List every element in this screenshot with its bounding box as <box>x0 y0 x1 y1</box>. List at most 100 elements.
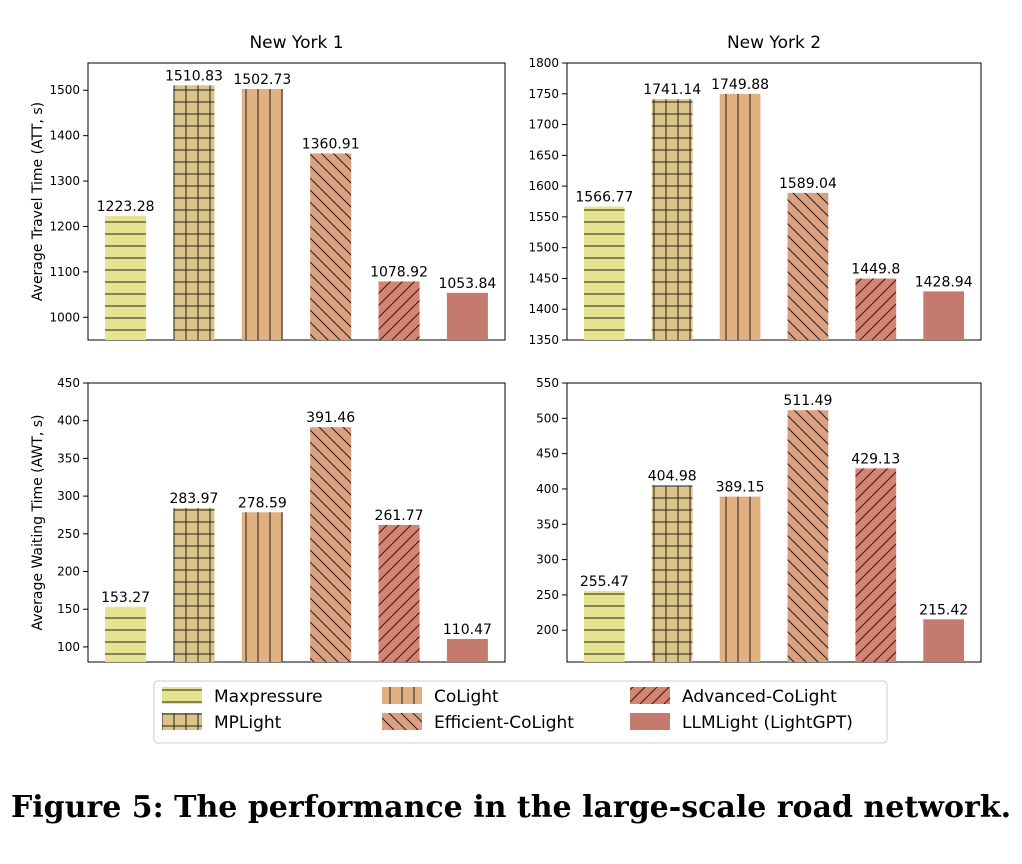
y-tick-label: 550 <box>536 376 559 390</box>
y-tick-label: 1100 <box>49 265 80 279</box>
bar-advanced-colight <box>378 524 420 662</box>
bar-value-label: 1360.91 <box>302 136 360 152</box>
bar-mplight <box>651 99 693 340</box>
chart-panels: New York 1 Average Travel Time (ATT, s) 10… <box>30 33 982 663</box>
bar-llmlight-lightgpt <box>923 619 965 662</box>
bar-value-label: 1749.88 <box>711 77 769 93</box>
y-tick-label: 1200 <box>49 219 80 233</box>
legend-label: MPLight <box>214 713 282 733</box>
bar-advanced-colight <box>855 278 897 340</box>
legend-swatch <box>162 713 202 730</box>
y-tick-label: 1300 <box>49 174 80 188</box>
chart-panel-2: New York 2 1350 1400 1450 1500 1550 1600 1650 17… <box>528 33 982 347</box>
bar-efficient-colight <box>787 410 829 662</box>
bar-value-label: 215.42 <box>919 602 968 618</box>
legend-item: MPLight <box>162 713 282 733</box>
bar-value-label: 1428.94 <box>915 274 973 290</box>
chart-panel-4: 200 250 300 350 400 450 500 550 255.47 404.98 389.… <box>536 376 982 663</box>
y-tick-label: 1400 <box>528 302 559 316</box>
y-tick-label: 450 <box>57 376 80 390</box>
y-tick-label: 1400 <box>49 129 80 143</box>
bar-value-label: 1449.8 <box>851 262 900 278</box>
bar-colight <box>241 512 283 662</box>
y-tick-label: 1550 <box>528 210 559 224</box>
y-tick-label: 400 <box>536 482 559 496</box>
y-tick-label: 150 <box>57 602 80 616</box>
y-tick-label: 1350 <box>528 333 559 347</box>
bar-efficient-colight <box>787 192 829 340</box>
y-tick-label: 450 <box>536 447 559 461</box>
axes-frame <box>566 62 982 341</box>
chart-title: New York 2 <box>727 33 821 53</box>
bar-value-label: 429.13 <box>851 451 900 467</box>
y-tick-label: 500 <box>536 411 559 425</box>
bar-value-label: 404.98 <box>648 468 697 484</box>
bar-value-label: 1078.92 <box>370 264 428 280</box>
legend-swatch <box>382 687 422 704</box>
y-tick-label: 1450 <box>528 271 559 285</box>
y-tick-label: 1700 <box>528 118 559 132</box>
bar-colight <box>241 89 283 340</box>
y-tick-label: 250 <box>536 588 559 602</box>
bar-value-label: 1502.73 <box>233 72 291 88</box>
bar-value-label: 1566.77 <box>575 190 633 206</box>
bar-colight <box>719 496 761 662</box>
legend-item: Advanced-CoLight <box>630 687 837 707</box>
y-tick-label: 100 <box>57 640 80 654</box>
bar-llmlight-lightgpt <box>446 639 488 662</box>
bar-value-label: 110.47 <box>443 622 492 638</box>
axes-frame <box>566 382 982 663</box>
bar-value-label: 1510.83 <box>165 68 223 84</box>
bar-value-label: 153.27 <box>101 590 150 606</box>
y-tick-label: 200 <box>536 623 559 637</box>
bar-value-label: 283.97 <box>169 491 218 507</box>
bar-value-label: 391.46 <box>306 410 355 426</box>
legend-label: Maxpressure <box>214 687 323 707</box>
y-tick-label: 250 <box>57 527 80 541</box>
bar-llmlight-lightgpt <box>446 292 488 340</box>
y-tick-label: 200 <box>57 565 80 579</box>
chart-title: New York 1 <box>249 33 343 53</box>
y-tick-label: 1600 <box>528 179 559 193</box>
legend-item: Maxpressure <box>162 687 323 707</box>
bar-value-label: 255.47 <box>580 574 629 590</box>
bar-value-label: 1053.84 <box>438 276 496 292</box>
bar-value-label: 389.15 <box>716 480 765 496</box>
bar-value-label: 278.59 <box>238 495 287 511</box>
legend: Maxpressure MPLight CoLight Efficient-CoLig… <box>153 680 888 744</box>
y-axis-label: Average Travel Time (ATT, s) <box>30 102 46 301</box>
bar-llmlight-lightgpt <box>923 291 965 340</box>
legend-item: CoLight <box>382 687 499 707</box>
bar-maxpressure <box>583 206 625 340</box>
y-tick-label: 1500 <box>49 83 80 97</box>
axes-frame <box>87 382 506 663</box>
bar-maxpressure <box>105 606 147 662</box>
bar-mplight <box>651 485 693 662</box>
bar-value-label: 1741.14 <box>643 82 701 98</box>
chart-panel-3: Average Waiting Time (AWT, s) 100 150 200 25… <box>30 376 506 663</box>
y-tick-label: 400 <box>57 414 80 428</box>
bar-value-label: 1589.04 <box>779 176 837 192</box>
bar-advanced-colight <box>855 468 897 662</box>
y-tick-label: 350 <box>536 517 559 531</box>
bar-value-label: 1223.28 <box>97 199 155 215</box>
legend-swatch <box>630 713 670 730</box>
bar-value-label: 511.49 <box>783 393 832 409</box>
axes-frame <box>87 62 506 341</box>
y-tick-label: 1650 <box>528 148 559 162</box>
legend-item: Efficient-CoLight <box>382 713 574 733</box>
legend-item: LLMLight (LightGPT) <box>630 713 853 733</box>
legend-label: Advanced-CoLight <box>682 687 837 707</box>
bar-value-label: 261.77 <box>375 508 424 524</box>
legend-label: Efficient-CoLight <box>434 713 574 733</box>
bar-efficient-colight <box>310 153 352 340</box>
bar-colight <box>719 93 761 340</box>
y-tick-label: 300 <box>536 553 559 567</box>
bar-maxpressure <box>583 591 625 662</box>
legend-swatch <box>162 687 202 704</box>
y-axis-label: Average Waiting Time (AWT, s) <box>30 415 46 631</box>
legend-label: LLMLight (LightGPT) <box>682 713 853 733</box>
figure-caption: Figure 5: The performance in the large-s… <box>10 790 1012 825</box>
legend-label: CoLight <box>434 687 499 707</box>
bar-mplight <box>173 508 215 662</box>
